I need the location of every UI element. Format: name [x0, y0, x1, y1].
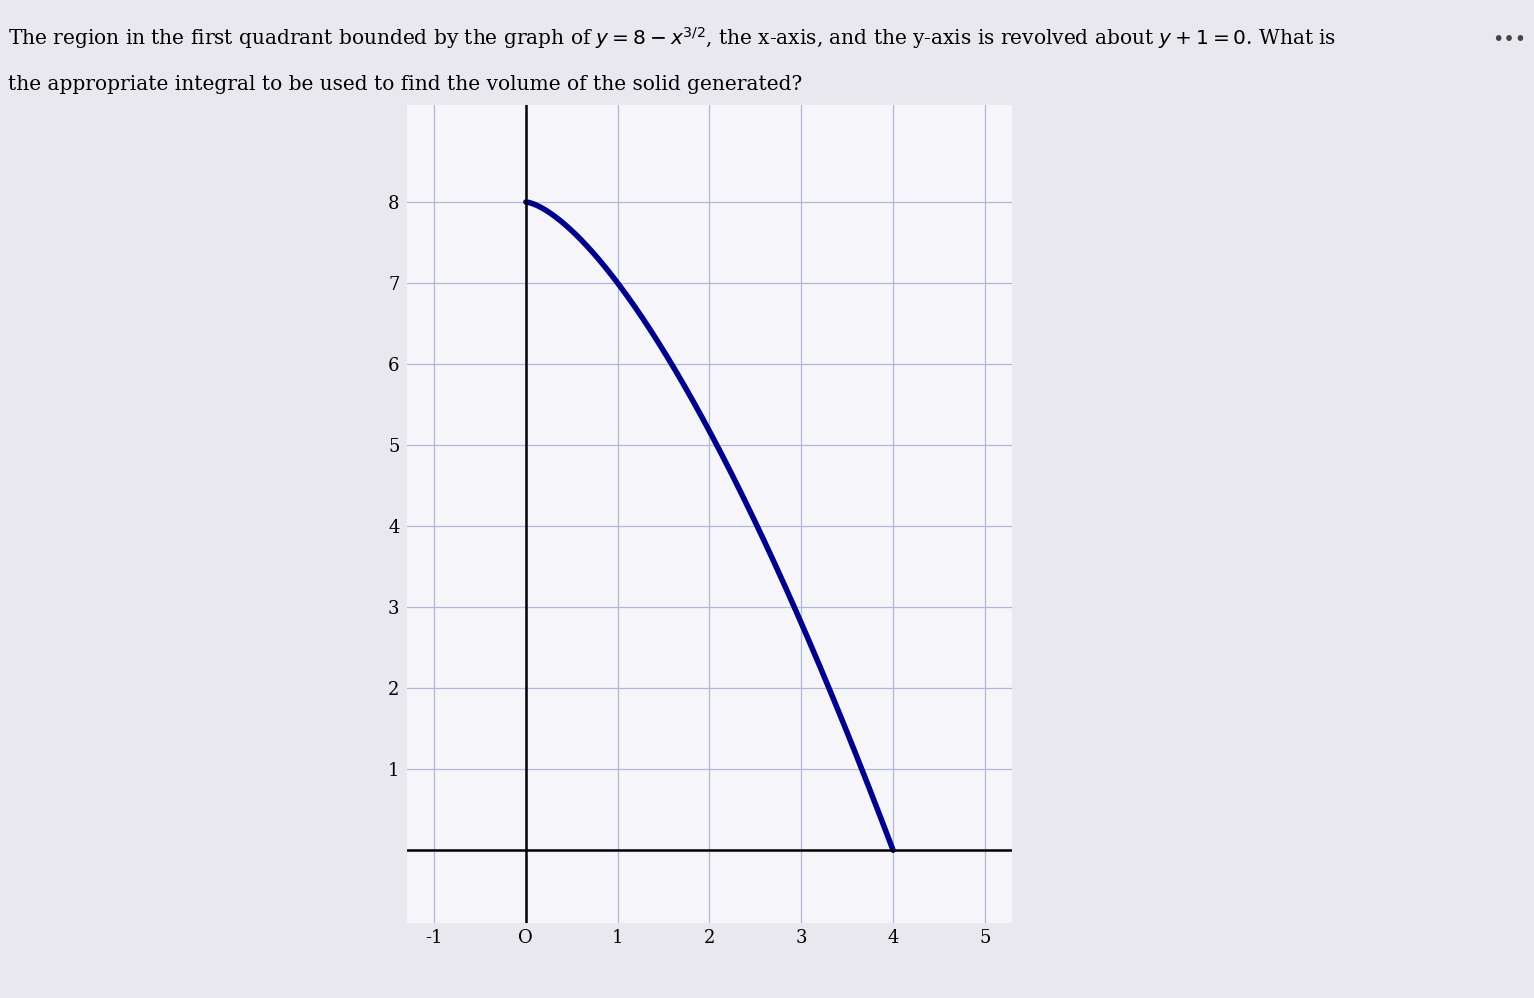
Text: •••: ••• [1493, 30, 1526, 49]
Text: the appropriate integral to be used to find the volume of the solid generated?: the appropriate integral to be used to f… [8, 75, 802, 94]
Text: The region in the first quadrant bounded by the graph of $y=8-x^{3/2}$, the x-ax: The region in the first quadrant bounded… [8, 25, 1336, 51]
